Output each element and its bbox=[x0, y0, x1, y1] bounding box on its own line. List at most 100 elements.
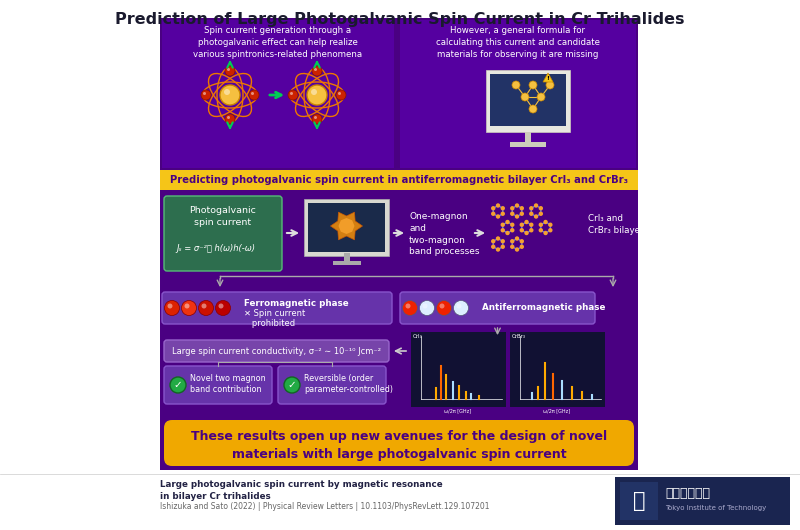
Circle shape bbox=[510, 228, 514, 233]
Circle shape bbox=[510, 244, 514, 249]
Bar bbox=[486, 70, 570, 132]
Text: Ishizuka and Sato (2022) | Physical Review Letters | 10.1103/PhysRevLett.129.107: Ishizuka and Sato (2022) | Physical Revi… bbox=[160, 502, 490, 511]
Circle shape bbox=[457, 304, 462, 308]
Text: ⛩: ⛩ bbox=[633, 491, 646, 511]
Bar bbox=[510, 332, 605, 407]
Circle shape bbox=[202, 304, 206, 308]
Circle shape bbox=[529, 223, 534, 227]
Circle shape bbox=[251, 92, 254, 95]
Circle shape bbox=[501, 228, 505, 233]
Circle shape bbox=[521, 93, 529, 101]
Circle shape bbox=[496, 248, 500, 252]
Circle shape bbox=[491, 211, 495, 216]
Text: Spin current generation through a
photogalvanic effect can help realize
various : Spin current generation through a photog… bbox=[194, 26, 362, 59]
Text: Tokyo Institute of Technology: Tokyo Institute of Technology bbox=[665, 505, 766, 511]
Circle shape bbox=[519, 223, 524, 227]
Circle shape bbox=[510, 206, 514, 210]
Circle shape bbox=[454, 301, 469, 315]
Text: Ferromagnetic phase: Ferromagnetic phase bbox=[244, 299, 349, 308]
Circle shape bbox=[506, 231, 510, 235]
Circle shape bbox=[524, 231, 529, 235]
Bar bbox=[411, 332, 506, 407]
Circle shape bbox=[422, 304, 427, 308]
Circle shape bbox=[215, 301, 230, 315]
Bar bbox=[160, 18, 638, 470]
Circle shape bbox=[546, 81, 554, 89]
Text: CrI₃ and
CrBr₃ bilayer: CrI₃ and CrBr₃ bilayer bbox=[588, 214, 644, 235]
Circle shape bbox=[548, 228, 553, 233]
Circle shape bbox=[311, 89, 317, 95]
Circle shape bbox=[534, 204, 538, 208]
Bar bbox=[308, 203, 385, 252]
Bar bbox=[510, 142, 546, 147]
Text: Novel two magnon
band contribution: Novel two magnon band contribution bbox=[190, 374, 266, 394]
Text: 東京工業大学: 東京工業大学 bbox=[665, 487, 710, 500]
Bar bbox=[620, 482, 658, 520]
Text: Prediction of Large Photogalvanic Spin Current in Cr Trihalides: Prediction of Large Photogalvanic Spin C… bbox=[115, 12, 685, 27]
FancyBboxPatch shape bbox=[278, 366, 386, 404]
Text: Antiferromagnetic phase: Antiferromagnetic phase bbox=[482, 304, 606, 313]
Circle shape bbox=[227, 68, 230, 71]
Circle shape bbox=[185, 304, 190, 308]
Circle shape bbox=[529, 105, 537, 113]
FancyBboxPatch shape bbox=[400, 292, 595, 324]
Circle shape bbox=[515, 214, 519, 219]
Text: Reversible (order
parameter-controlled): Reversible (order parameter-controlled) bbox=[304, 374, 393, 394]
Polygon shape bbox=[330, 212, 362, 240]
FancyBboxPatch shape bbox=[164, 366, 272, 404]
Circle shape bbox=[227, 116, 230, 119]
Circle shape bbox=[419, 301, 434, 315]
Bar bbox=[615, 477, 790, 525]
Bar bbox=[333, 261, 361, 265]
Bar bbox=[525, 132, 531, 142]
Circle shape bbox=[524, 220, 529, 224]
Circle shape bbox=[543, 220, 548, 224]
Polygon shape bbox=[543, 73, 553, 82]
Circle shape bbox=[491, 206, 495, 210]
Bar bbox=[162, 20, 394, 168]
Circle shape bbox=[312, 114, 322, 124]
Circle shape bbox=[338, 92, 341, 95]
Circle shape bbox=[519, 206, 524, 210]
Text: Photogalvanic
spin current: Photogalvanic spin current bbox=[190, 206, 257, 227]
Circle shape bbox=[249, 90, 259, 100]
Circle shape bbox=[538, 206, 543, 210]
Circle shape bbox=[519, 228, 524, 233]
Circle shape bbox=[220, 85, 240, 105]
Circle shape bbox=[519, 239, 524, 243]
Circle shape bbox=[225, 66, 235, 76]
Circle shape bbox=[496, 214, 500, 219]
Text: However, a general formula for
calculating this current and candidate
materials : However, a general formula for calculati… bbox=[436, 26, 600, 59]
Circle shape bbox=[312, 66, 322, 76]
Text: ✓: ✓ bbox=[174, 380, 182, 390]
Circle shape bbox=[284, 377, 300, 393]
Circle shape bbox=[506, 220, 510, 224]
Text: Large photogalvanic spin current by magnetic resonance
in bilayer Cr trihalides: Large photogalvanic spin current by magn… bbox=[160, 480, 442, 501]
Circle shape bbox=[336, 90, 346, 100]
Circle shape bbox=[402, 301, 418, 315]
Bar bbox=[343, 253, 350, 261]
Circle shape bbox=[510, 211, 514, 216]
Circle shape bbox=[496, 204, 500, 208]
Text: ✕ Spin current
   prohibited: ✕ Spin current prohibited bbox=[244, 309, 306, 329]
Text: !: ! bbox=[546, 76, 550, 82]
Circle shape bbox=[515, 236, 519, 241]
Circle shape bbox=[288, 90, 298, 100]
Text: ω/2π [GHz]: ω/2π [GHz] bbox=[543, 408, 570, 413]
Circle shape bbox=[510, 223, 514, 227]
Circle shape bbox=[501, 223, 505, 227]
Circle shape bbox=[224, 89, 230, 95]
Circle shape bbox=[203, 92, 206, 95]
Circle shape bbox=[165, 301, 179, 315]
Circle shape bbox=[529, 228, 534, 233]
Circle shape bbox=[225, 114, 235, 124]
Circle shape bbox=[519, 244, 524, 249]
Circle shape bbox=[543, 231, 548, 235]
Text: These results open up new avenues for the design of novel
materials with large p: These results open up new avenues for th… bbox=[191, 430, 607, 461]
Circle shape bbox=[534, 214, 538, 219]
Bar bbox=[304, 199, 389, 256]
Text: Large spin current conductivity, σ⁻² ∼ 10⁻¹⁰ Jcm⁻²: Large spin current conductivity, σ⁻² ∼ 1… bbox=[172, 347, 381, 356]
FancyBboxPatch shape bbox=[164, 340, 389, 362]
Circle shape bbox=[529, 81, 537, 89]
Circle shape bbox=[201, 90, 211, 100]
